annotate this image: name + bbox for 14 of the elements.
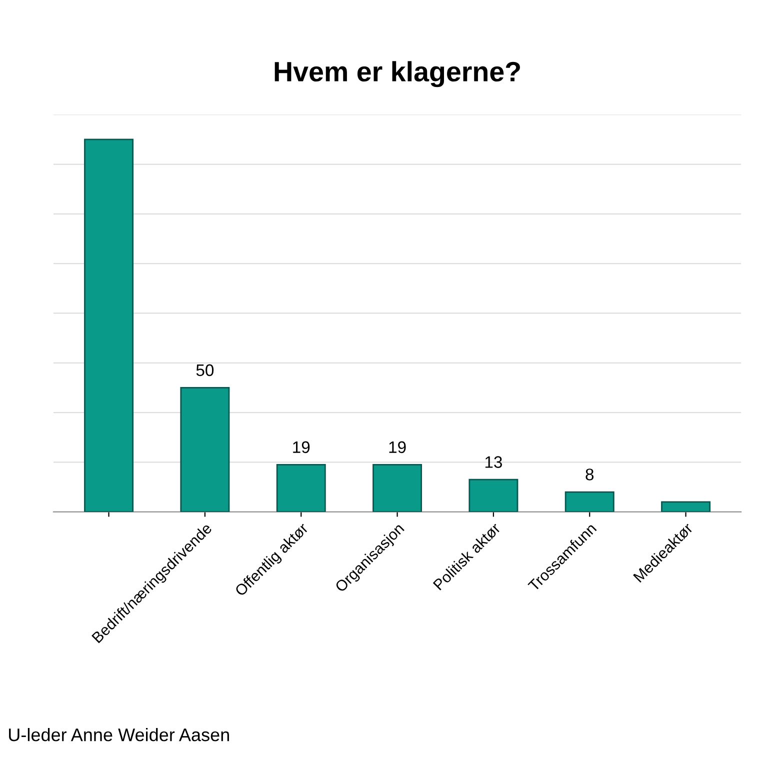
- bar: [84, 138, 134, 512]
- bar: [661, 501, 711, 512]
- bar: [180, 387, 230, 512]
- data-label: 50: [196, 364, 214, 376]
- data-label: 13: [485, 456, 502, 468]
- chart-title: Hvem er klagerne?: [274, 61, 520, 88]
- data-label: 19: [389, 441, 406, 454]
- bar: [276, 464, 326, 512]
- text: U-leder Anne Weider Aasen: [9, 728, 229, 742]
- data-label: 8: [586, 468, 594, 480]
- bar: [468, 478, 518, 512]
- bar: [564, 491, 614, 512]
- data-label: 19: [293, 441, 310, 454]
- bar: [372, 464, 422, 512]
